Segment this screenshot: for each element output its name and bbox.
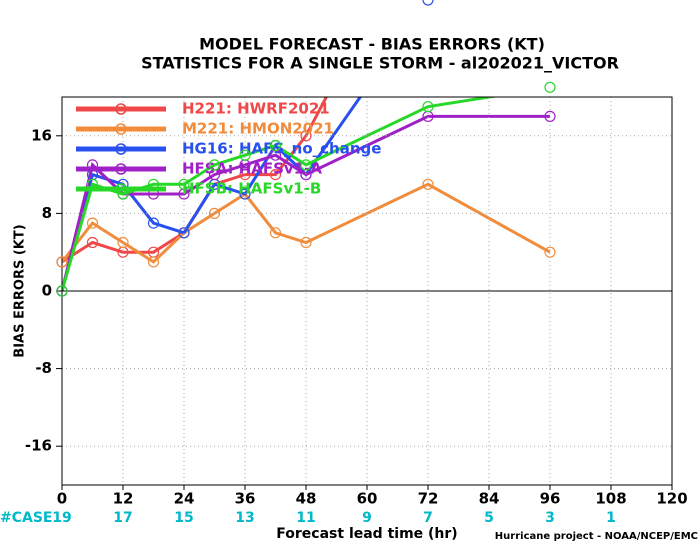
case-label: #CASE [0, 510, 53, 526]
data-point [269, 139, 282, 152]
case-count: 7 [423, 510, 433, 526]
case-count: 9 [362, 510, 372, 526]
legend-marker [115, 163, 127, 175]
legend-label: H221: HWRF2021 [182, 100, 330, 118]
case-count: 19 [52, 510, 71, 526]
y-tick-label: 8 [42, 204, 52, 222]
x-tick-label: 72 [418, 490, 439, 508]
x-tick-label: 48 [296, 490, 317, 508]
data-point [422, 178, 434, 190]
y-tick-label: 16 [31, 126, 52, 144]
data-point [56, 285, 68, 297]
x-tick-label: 60 [357, 490, 378, 508]
data-point [544, 246, 556, 258]
chart-title: MODEL FORECAST - BIAS ERRORS (KT) [199, 35, 545, 54]
legend-label: HG16: HAFS_no_change [182, 140, 381, 158]
x-tick-label: 96 [540, 490, 561, 508]
x-tick-label: 36 [235, 490, 256, 508]
data-point [300, 236, 312, 249]
data-point [117, 236, 129, 249]
x-tick-label: 108 [595, 490, 626, 508]
case-count: 13 [235, 510, 254, 526]
legend-marker [115, 183, 127, 195]
data-point [86, 217, 99, 229]
y-tick-label: -16 [25, 437, 52, 455]
x-tick-label: 120 [656, 490, 687, 508]
data-point [544, 110, 556, 123]
data-point [422, 0, 434, 6]
data-point [269, 227, 282, 239]
legend-label: M221: HMON2021 [182, 120, 334, 138]
legend-marker [115, 123, 127, 135]
data-point [147, 217, 160, 229]
footer: Hurricane project - NOAA/NCEP/EMC [495, 531, 698, 542]
series-line [62, 114, 550, 292]
data-point [239, 149, 251, 161]
data-point [239, 188, 251, 200]
x-tick-label: 84 [479, 490, 500, 508]
data-point [178, 227, 190, 239]
x-axis-label: Forecast lead time (hr) [276, 526, 457, 542]
chart-subtitle: STATISTICS FOR A SINGLE STORM - al202021… [141, 54, 619, 73]
data-point [208, 207, 221, 219]
data-point [147, 256, 160, 268]
data-point [544, 81, 556, 93]
case-count: 3 [545, 510, 555, 526]
legend-label: HFSA: HAFSv1-A [182, 160, 322, 178]
case-count: 15 [174, 510, 193, 526]
data-point [86, 236, 99, 249]
data-point [422, 101, 434, 113]
data-point [300, 130, 312, 142]
case-count: 5 [484, 510, 494, 526]
case-count: 17 [113, 510, 132, 526]
legend-marker [115, 143, 127, 155]
x-tick-label: 0 [57, 490, 67, 508]
x-tick-label: 24 [174, 490, 195, 508]
case-count: 1 [606, 510, 616, 526]
data-point [300, 159, 312, 171]
data-point [269, 169, 282, 181]
y-tick-label: 0 [42, 282, 52, 300]
data-point [56, 256, 68, 268]
y-axis-label: BIAS ERRORS (KT) [13, 224, 28, 357]
x-tick-label: 12 [113, 490, 134, 508]
y-tick-label: -8 [35, 359, 52, 377]
plot-frame [61, 96, 673, 486]
case-count: 11 [296, 510, 315, 526]
legend-marker [115, 103, 127, 115]
legend-label: HFSB: HAFSv1-B [182, 180, 321, 198]
data-point [208, 159, 221, 171]
data-point [178, 178, 190, 190]
